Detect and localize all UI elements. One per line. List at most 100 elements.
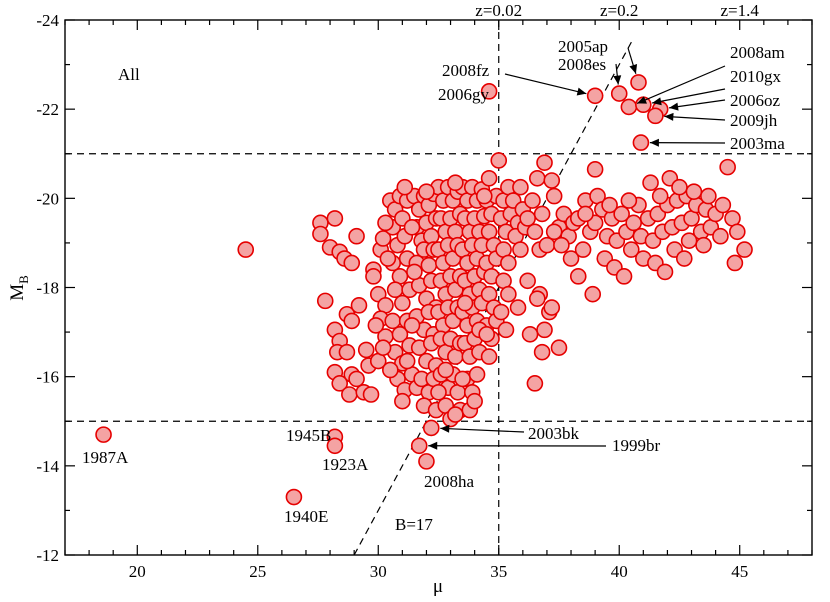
data-point: [386, 281, 404, 299]
data-point: [391, 326, 409, 343]
data-point: [625, 214, 642, 232]
data-point: [341, 386, 358, 403]
point-2003bk: [422, 419, 440, 437]
data-point: [430, 383, 447, 401]
data-point: [700, 187, 717, 205]
data-point: [367, 317, 385, 334]
data-point: [536, 154, 553, 171]
arrowhead-2005ap: [629, 64, 638, 74]
data-point: [403, 219, 421, 236]
data-point: [656, 263, 674, 281]
arrow-2006oz: [669, 99, 726, 109]
data-point: [545, 223, 563, 241]
y-axis-label-subscript: B: [16, 275, 31, 284]
data-point: [343, 312, 361, 330]
point-2005ap: [630, 74, 647, 91]
data-point: [326, 210, 344, 227]
arrowhead-2003ma: [649, 138, 659, 147]
y-tick-label: -22: [36, 100, 59, 119]
data-point: [562, 250, 580, 267]
data-point: [512, 241, 529, 258]
y-tick-label: -24: [36, 11, 59, 30]
y-tick-label: -18: [36, 279, 59, 298]
point-2008es: [610, 85, 628, 102]
data-point: [651, 187, 669, 205]
data-point: [524, 192, 541, 209]
data-point: [615, 268, 633, 285]
data-point: [577, 205, 594, 223]
point-label-1923A: 1923A: [322, 455, 369, 474]
data-point: [490, 152, 508, 169]
data-point: [620, 192, 638, 209]
labeled-points: [95, 74, 669, 506]
arrow-2010gx: [652, 88, 726, 104]
data-point: [500, 254, 517, 272]
data-point: [447, 223, 464, 241]
data-point: [422, 227, 440, 245]
data-point: [379, 250, 397, 267]
panel-label: All: [118, 65, 140, 84]
data-point: [521, 326, 539, 343]
y-tick-label: -12: [36, 546, 59, 565]
data-point: [584, 285, 602, 303]
point-label-2008am: 2008am: [730, 43, 785, 62]
arrow-2003bk: [440, 427, 525, 433]
point-label-1940E: 1940E: [284, 507, 328, 526]
data-point: [377, 214, 394, 232]
x-tick-label: 35: [490, 562, 507, 581]
y-axis-label: MB: [7, 275, 31, 301]
point-label-2008fz: 2008fz: [442, 61, 490, 80]
data-point: [533, 205, 551, 223]
data-point: [396, 178, 414, 196]
annotation-arrows: [428, 47, 726, 450]
data-point: [468, 366, 486, 383]
point-2008ha: [418, 453, 435, 470]
arrowhead-2008fz: [576, 87, 587, 96]
arrowhead-2006oz: [669, 102, 679, 111]
data-point: [685, 183, 703, 200]
data-point: [382, 361, 399, 379]
point-label-2008es: 2008es: [558, 55, 606, 74]
point-label-2005ap: 2005ap: [558, 37, 608, 56]
point-1940E: [285, 488, 303, 506]
limit-line-label: B=17: [395, 515, 433, 534]
data-point: [403, 317, 421, 334]
data-point: [478, 326, 495, 343]
data-point: [500, 285, 517, 303]
x-axis-label: μ: [433, 576, 443, 597]
data-point: [384, 312, 402, 330]
data-point: [528, 169, 546, 187]
data-point: [398, 352, 416, 370]
x-tick-label: 40: [611, 562, 628, 581]
data-point: [420, 256, 438, 274]
arrowhead-2008es: [613, 75, 622, 85]
data-point: [714, 196, 732, 214]
data-point: [456, 294, 474, 312]
data-point: [357, 341, 375, 359]
data-point: [447, 406, 464, 423]
data-point: [533, 343, 551, 361]
top-label: z=0.2: [600, 1, 638, 20]
point-label-2010gx: 2010gx: [730, 67, 782, 86]
data-point: [528, 290, 546, 307]
data-point: [447, 174, 464, 192]
point-label-2003ma: 2003ma: [730, 134, 785, 153]
y-tick-label: -16: [36, 368, 59, 387]
point-2006gy: [480, 83, 498, 100]
y-tick-label: -14: [36, 457, 59, 476]
point-2009jh: [647, 107, 664, 125]
data-point: [728, 223, 746, 241]
data-point: [601, 196, 618, 214]
x-tick-label: 30: [370, 562, 387, 581]
arrow-2009jh: [664, 115, 726, 121]
point-2003ma: [632, 134, 650, 151]
tick-labels: 20 25 30 35 40 45 -24 -22 -20 -18 -16 -14 -12: [36, 11, 748, 581]
point-2008am: [620, 98, 638, 116]
arrow-2008fz: [504, 73, 587, 95]
point-label-1999br: 1999br: [612, 436, 661, 455]
data-point: [680, 232, 698, 249]
data-point: [526, 223, 544, 241]
point-label-1987A: 1987A: [82, 448, 129, 467]
data-point: [394, 392, 411, 410]
data-point: [712, 227, 729, 245]
